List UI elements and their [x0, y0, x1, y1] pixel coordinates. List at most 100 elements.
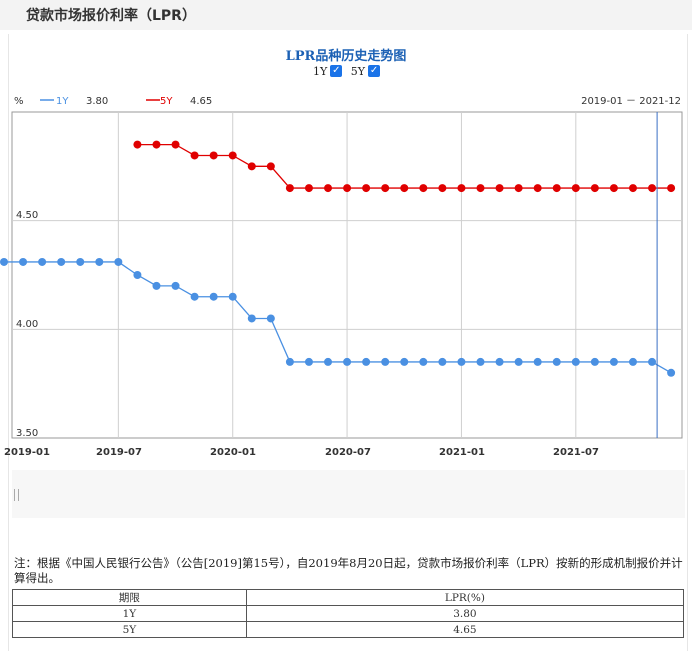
data-point-5y[interactable] [343, 184, 352, 193]
slider-handle[interactable] [14, 489, 19, 501]
data-point-5y[interactable] [171, 140, 180, 149]
data-point-5y[interactable] [381, 184, 390, 193]
footnote: 注：根据《中国人民银行公告》（公告[2019]第15号），自2019年8月20日… [14, 556, 683, 585]
data-point-1y[interactable] [114, 257, 123, 266]
data-point-1y[interactable] [571, 357, 580, 366]
data-point-5y[interactable] [438, 184, 447, 193]
data-point-1y[interactable] [133, 271, 142, 279]
toggle-5y-label: 5Y [350, 64, 366, 78]
data-point-1y[interactable] [648, 357, 657, 366]
data-point-1y[interactable] [419, 357, 428, 366]
data-point-5y[interactable] [228, 151, 237, 160]
x-tick-label: 2020-01 [210, 447, 256, 458]
data-point-5y[interactable] [190, 151, 199, 160]
data-point-5y[interactable] [400, 184, 409, 193]
legend-1y-name: 1Y [56, 96, 69, 107]
y-axis-ticks: 4.50 4.00 3.50 [16, 210, 38, 439]
data-point-1y[interactable] [209, 292, 218, 301]
grid [12, 112, 682, 438]
lpr-chart[interactable]: % 1Y 3.80 5Y 4.65 2019-01 － 2021-12 4.50… [0, 0, 692, 470]
data-point-1y[interactable] [400, 357, 409, 366]
data-point-1y[interactable] [343, 357, 352, 366]
table-header-row: 期限 LPR(%) [12, 589, 685, 606]
data-point-5y[interactable] [628, 184, 637, 193]
data-point-5y[interactable] [476, 184, 485, 193]
data-point-1y[interactable] [552, 357, 561, 366]
data-point-1y[interactable] [476, 357, 485, 366]
data-point-5y[interactable] [667, 184, 676, 193]
table-header-rate: LPR(%) [245, 589, 685, 606]
x-tick-label: 2021-01 [439, 447, 485, 458]
data-point-1y[interactable] [495, 357, 504, 366]
date-range: 2019-01 － 2021-12 [581, 96, 681, 107]
data-point-1y[interactable] [57, 257, 66, 266]
legend-1y[interactable]: 1Y 3.80 [40, 96, 108, 107]
x-axis-ticks: 2019-01 2019-07 2020-01 2020-07 2021-01 … [4, 447, 599, 458]
toggle-5y-checkbox[interactable]: ✓ [368, 65, 381, 77]
table-cell-term: 1Y [12, 605, 247, 622]
data-point-5y[interactable] [590, 184, 599, 193]
page-title: 贷款市场报价利率（LPR） [26, 8, 196, 24]
page-header: 贷款市场报价利率（LPR） [0, 0, 692, 30]
data-point-1y[interactable] [438, 357, 447, 366]
series-toggles: 1Y ✓ 5Y ✓ [313, 64, 385, 78]
data-point-5y[interactable] [152, 140, 161, 149]
legend-5y[interactable]: 5Y 4.65 [146, 96, 212, 107]
x-tick-label: 2019-07 [96, 447, 142, 458]
data-point-5y[interactable] [304, 184, 313, 193]
data-point-5y[interactable] [324, 184, 333, 193]
data-point-5y[interactable] [419, 184, 428, 193]
data-point-1y[interactable] [0, 257, 8, 266]
data-point-5y[interactable] [552, 184, 561, 193]
data-point-5y[interactable] [533, 184, 542, 193]
data-point-5y[interactable] [285, 184, 294, 193]
data-point-1y[interactable] [171, 281, 180, 290]
data-point-1y[interactable] [266, 314, 275, 323]
data-point-5y[interactable] [133, 140, 142, 149]
x-tick-label: 2020-07 [325, 447, 371, 458]
data-point-1y[interactable] [190, 292, 199, 301]
data-point-1y[interactable] [362, 357, 371, 366]
data-point-1y[interactable] [152, 281, 161, 290]
data-point-1y[interactable] [247, 314, 256, 323]
data-point-1y[interactable] [19, 257, 28, 266]
data-point-1y[interactable] [533, 357, 542, 366]
data-point-5y[interactable] [571, 184, 580, 193]
data-point-5y[interactable] [648, 184, 657, 193]
data-point-1y[interactable] [304, 357, 313, 366]
data-point-5y[interactable] [209, 151, 218, 160]
x-tick-label: 2021-07 [553, 447, 599, 458]
data-point-1y[interactable] [609, 357, 618, 366]
table-cell-term: 5Y [12, 621, 247, 638]
legend-1y-value: 3.80 [86, 96, 108, 107]
lpr-table: 期限 LPR(%) 1Y 3.80 5Y 4.65 [12, 589, 685, 638]
data-point-1y[interactable] [514, 357, 523, 366]
data-point-1y[interactable] [95, 257, 104, 266]
range-slider[interactable] [12, 470, 685, 518]
data-point-1y[interactable] [38, 257, 47, 266]
data-point-5y[interactable] [362, 184, 371, 193]
data-point-1y[interactable] [324, 357, 333, 366]
data-point-5y[interactable] [247, 162, 256, 171]
table-row: 5Y 4.65 [12, 621, 685, 638]
toggle-1y-checkbox[interactable]: ✓ [330, 65, 343, 77]
unit-label: % [14, 96, 24, 107]
data-point-5y[interactable] [514, 184, 523, 193]
data-point-1y[interactable] [590, 357, 599, 366]
data-point-1y[interactable] [667, 368, 676, 377]
data-point-5y[interactable] [495, 184, 504, 193]
data-point-5y[interactable] [457, 184, 466, 193]
y-tick-label: 3.50 [16, 428, 38, 439]
data-point-1y[interactable] [228, 292, 237, 301]
data-point-1y[interactable] [457, 357, 466, 366]
x-tick-label: 2019-01 [4, 447, 50, 458]
data-point-1y[interactable] [76, 257, 85, 266]
legend-5y-value: 4.65 [190, 96, 212, 107]
data-point-1y[interactable] [285, 357, 294, 366]
data-point-1y[interactable] [381, 357, 390, 366]
data-point-1y[interactable] [628, 357, 637, 366]
data-point-5y[interactable] [609, 184, 618, 193]
table-header-term: 期限 [12, 589, 247, 606]
table-cell-rate: 4.65 [245, 621, 685, 638]
data-point-5y[interactable] [266, 162, 275, 171]
